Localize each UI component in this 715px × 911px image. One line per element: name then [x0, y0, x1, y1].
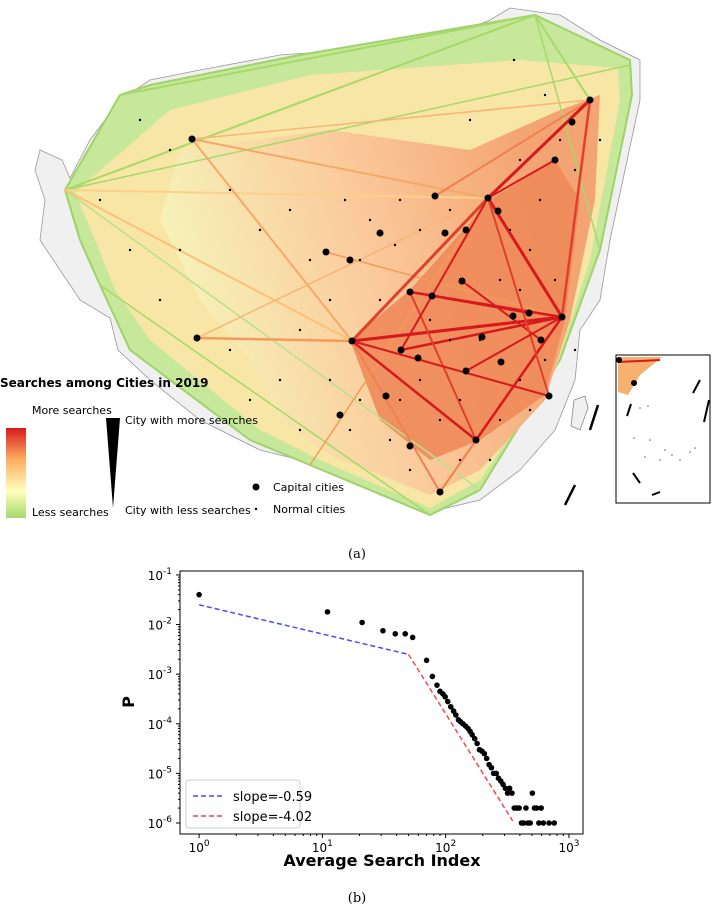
data-point [471, 735, 478, 742]
chart-legend-box [185, 779, 301, 829]
data-point [516, 805, 523, 811]
x-tick-label: 102 [435, 839, 456, 855]
data-point [434, 682, 440, 688]
data-point [509, 790, 515, 796]
chart-legend: slope=-0.59 slope=-4.02 [185, 779, 312, 829]
x-tick-label: 100 [189, 839, 210, 855]
width-low-label: City with less searches [125, 504, 251, 517]
data-point [324, 609, 331, 615]
width-high-label: City with more searches [125, 414, 258, 427]
data-point [481, 750, 488, 757]
flow-lines [64, 14, 631, 516]
normal-label: Normal cities [273, 503, 346, 516]
fit-line-blue [198, 604, 409, 656]
normal-cities [98, 58, 602, 472]
caption-b: (b) [348, 891, 366, 906]
data-point [546, 820, 552, 826]
fit-line-red [407, 654, 514, 822]
y-tick-label: 10-5 [148, 765, 172, 781]
data-point [527, 820, 534, 826]
normal-marker [254, 507, 258, 511]
data-point [529, 790, 536, 796]
data-point [536, 820, 542, 826]
capital-marker [252, 483, 260, 491]
y-tick-label: 10-4 [148, 716, 173, 732]
width-scale-wedge [106, 418, 120, 508]
axis-ticks: 100 101 102 103 10-6 10-5 10-4 10-3 10-2 10-1 [148, 567, 580, 855]
caption-a: (a) [348, 547, 366, 562]
data-point [504, 790, 511, 796]
data-point [429, 673, 436, 680]
data-point [423, 657, 430, 664]
legend-label-blue: slope=-0.59 [233, 790, 312, 805]
data-point [392, 631, 399, 637]
legend-label-red: slope=-4.02 [233, 810, 312, 825]
data-point [502, 785, 509, 792]
data-point [533, 805, 540, 811]
inset-map [615, 354, 711, 504]
map-legend: Searches among Cities in 2019 More searc… [0, 376, 346, 519]
data-points [196, 591, 558, 826]
data-point [523, 805, 529, 811]
data-point [551, 820, 558, 826]
color-low-label: Less searches [32, 506, 109, 519]
data-point [444, 698, 451, 705]
data-point [538, 805, 544, 811]
y-tick-label: 10-1 [148, 567, 172, 583]
data-point [540, 820, 547, 826]
panel-a-map [34, 7, 711, 517]
color-high-label: More searches [32, 404, 112, 417]
data-point [447, 703, 454, 710]
data-point [402, 631, 409, 637]
fit-lines [198, 604, 514, 822]
x-axis-label: Average Search Index [283, 851, 481, 870]
data-point [442, 693, 448, 700]
y-tick-label: 10-3 [148, 666, 172, 682]
data-point [520, 820, 527, 826]
taiwan-outline [570, 395, 589, 431]
data-point [359, 619, 365, 626]
x-tick-label: 103 [558, 839, 579, 855]
boundary-dash [588, 404, 600, 431]
legend-title: Searches among Cities in 2019 [0, 376, 209, 390]
y-tick-label: 10-2 [148, 617, 172, 633]
y-axis-label: P [119, 696, 138, 708]
data-point [196, 591, 202, 598]
data-point [409, 634, 416, 641]
panel-b-chart: 100 101 102 103 10-6 10-5 10-4 10-3 10-2 10-1 Ave… [119, 567, 584, 870]
boundary-dash [563, 484, 577, 506]
capital-cities [188, 96, 594, 496]
data-point [483, 755, 490, 762]
y-tick-label: 10-6 [148, 815, 173, 831]
capital-label: Capital cities [273, 481, 344, 494]
data-point [453, 712, 459, 718]
x-tick-label: 101 [312, 839, 333, 855]
data-point [380, 627, 386, 634]
data-point [493, 770, 500, 777]
color-scale-bar [6, 428, 26, 518]
data-point [506, 785, 513, 792]
data-point [474, 740, 480, 747]
data-point [488, 764, 495, 771]
